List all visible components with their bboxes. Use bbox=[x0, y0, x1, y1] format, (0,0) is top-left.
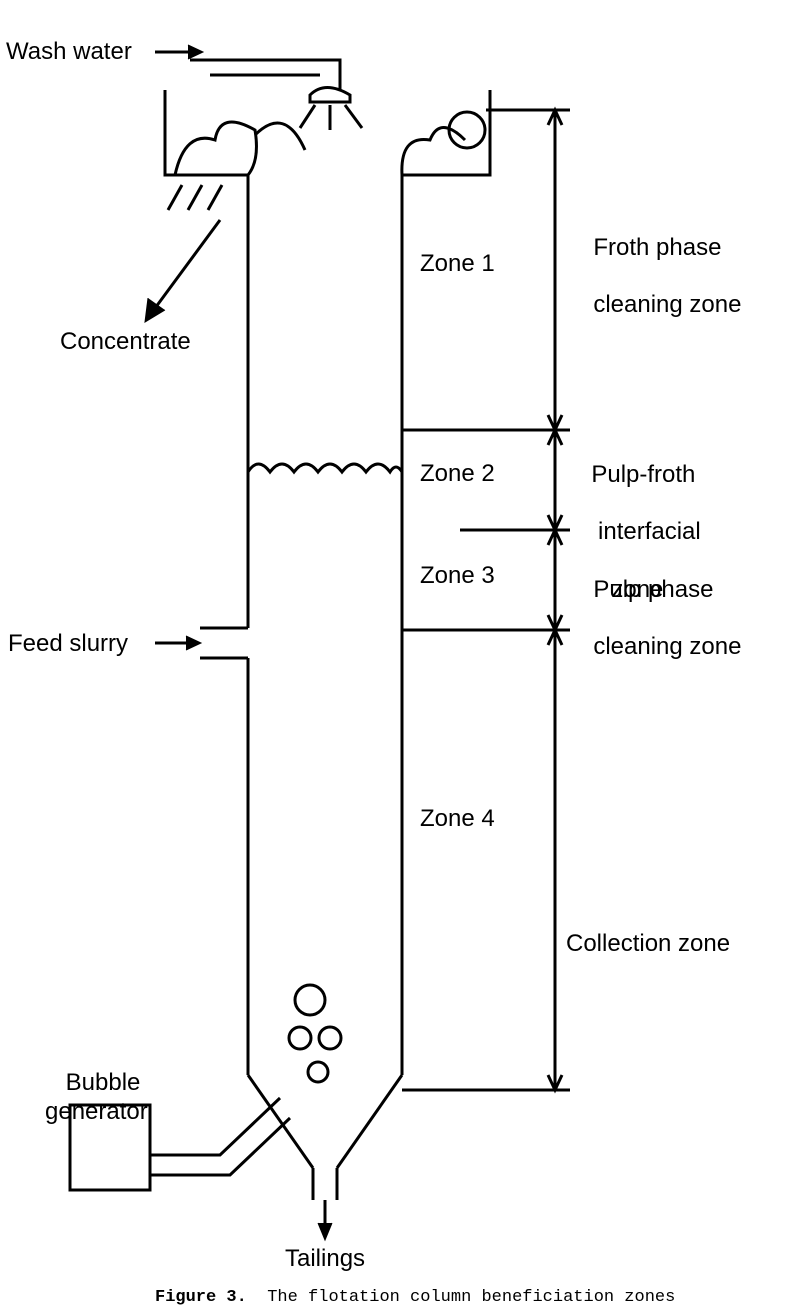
zone1-desc: Froth phase cleaning zone bbox=[580, 205, 741, 320]
zone3-desc: Pulp phase cleaning zone bbox=[580, 547, 741, 662]
zone2-label: Zone 2 bbox=[420, 460, 495, 489]
zone1-label: Zone 1 bbox=[420, 250, 495, 279]
zone3-label: Zone 3 bbox=[420, 562, 495, 591]
zone4-label: Zone 4 bbox=[420, 805, 495, 834]
zone4-desc: Collection zone bbox=[566, 930, 730, 959]
tailings-label: Tailings bbox=[285, 1245, 365, 1274]
bubble-generator-label: Bubble generator bbox=[45, 1040, 148, 1126]
concentrate-label: Concentrate bbox=[60, 328, 191, 357]
wash-water-label: Wash water bbox=[6, 38, 132, 67]
feed-slurry-label: Feed slurry bbox=[8, 630, 128, 659]
figure-caption: Figure 3. The flotation column beneficia… bbox=[155, 1288, 675, 1307]
